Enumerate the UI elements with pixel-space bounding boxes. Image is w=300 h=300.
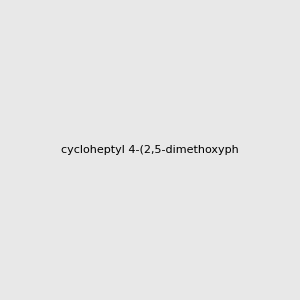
Text: cycloheptyl 4-(2,5-dimethoxyph: cycloheptyl 4-(2,5-dimethoxyph [61,145,239,155]
